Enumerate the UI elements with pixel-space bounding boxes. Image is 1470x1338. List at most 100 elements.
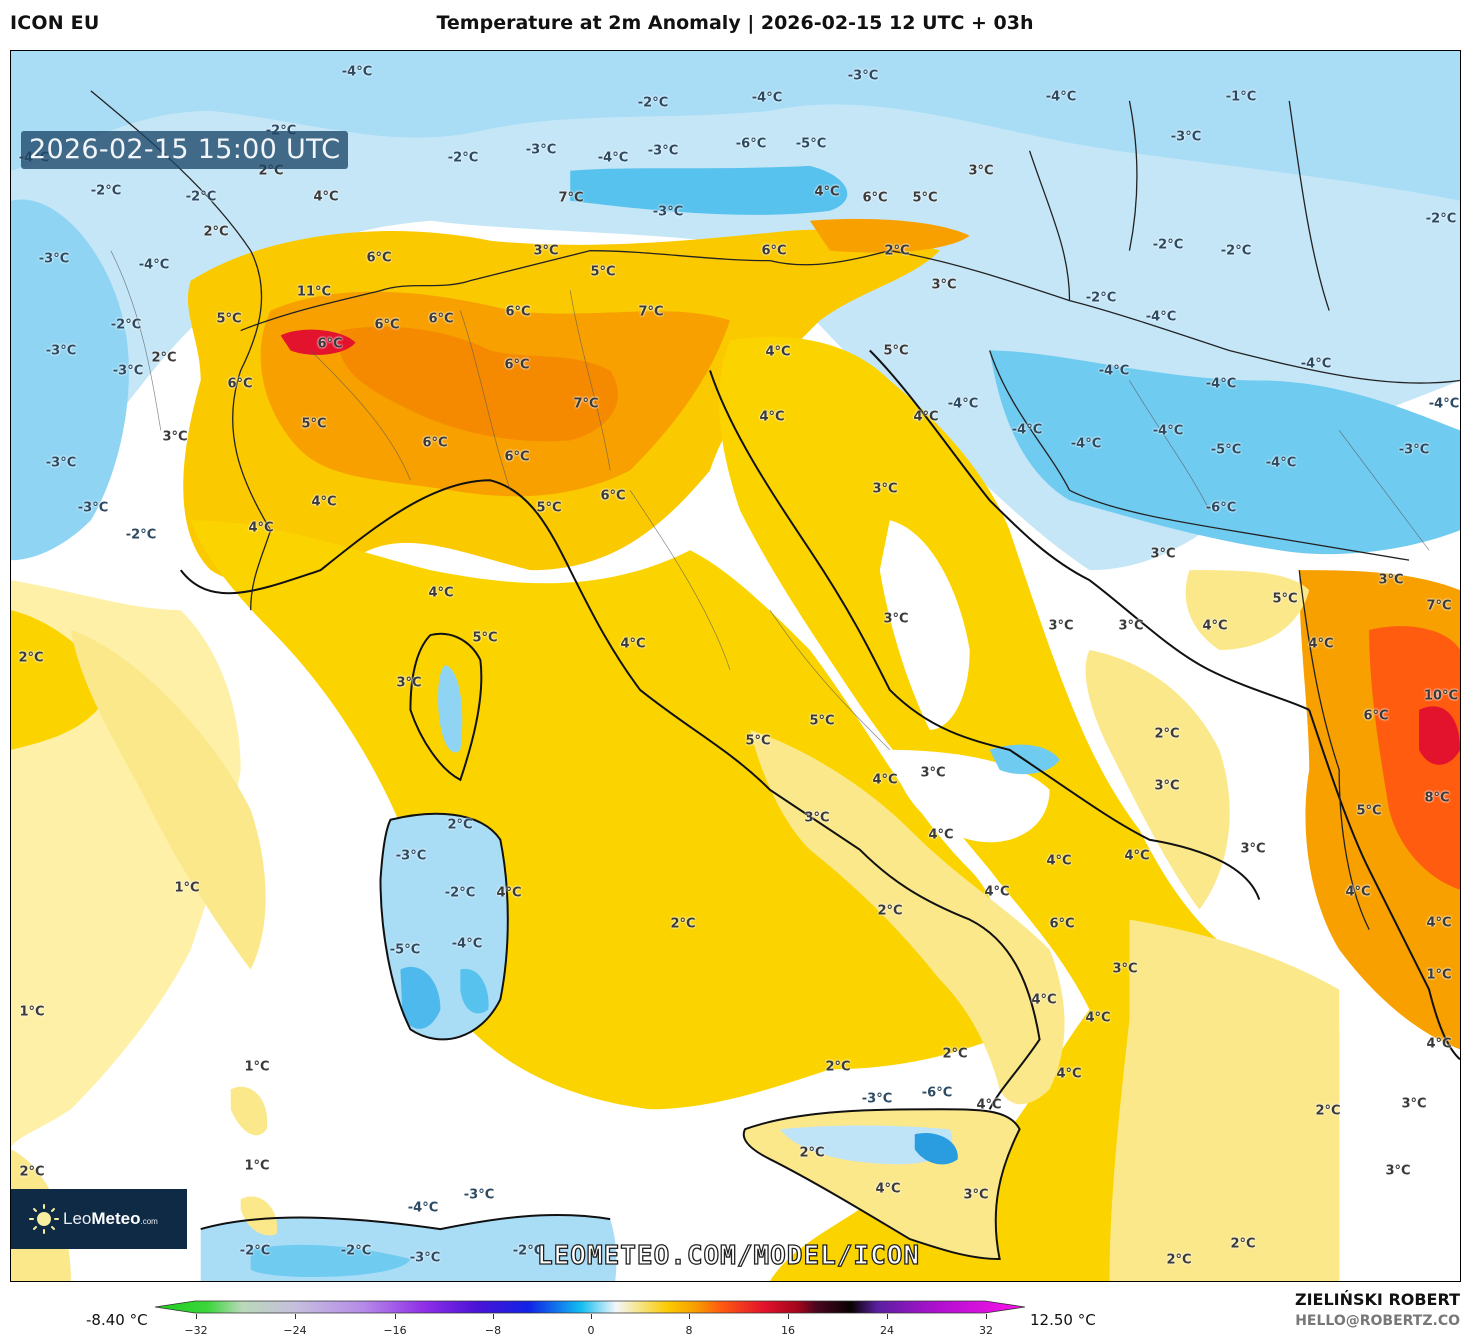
- temperature-label: 10°C: [1423, 688, 1459, 704]
- tick-label: 8: [685, 1324, 693, 1337]
- temperature-label: 6°C: [504, 357, 530, 373]
- temperature-label: 6°C: [505, 304, 531, 320]
- temperature-label: -5°C: [1210, 442, 1242, 458]
- temperature-label: 6°C: [1363, 708, 1389, 724]
- temperature-label: -2°C: [1425, 211, 1457, 227]
- tick-label: 32: [979, 1324, 993, 1337]
- temperature-label: 1°C: [244, 1158, 270, 1174]
- temperature-label: -4°C: [1152, 423, 1184, 439]
- tick-mark: [986, 1314, 987, 1319]
- temperature-label: 2°C: [19, 1164, 45, 1180]
- temperature-label: 3°C: [1154, 778, 1180, 794]
- temperature-label: -3°C: [1170, 129, 1202, 145]
- tick-label: −16: [383, 1324, 407, 1337]
- temperature-label: 6°C: [374, 317, 400, 333]
- model-name: ICON EU: [10, 12, 100, 34]
- temperature-label: 4°C: [496, 885, 522, 901]
- leometeo-logo[interactable]: LeoMeteo.com: [11, 1189, 187, 1249]
- temperature-label: 6°C: [317, 336, 343, 352]
- temperature-label: -4°C: [138, 257, 170, 273]
- temperature-label: -3°C: [652, 204, 684, 220]
- temperature-label: 7°C: [638, 304, 664, 320]
- temperature-label: 4°C: [1426, 1036, 1452, 1052]
- temperature-label: 4°C: [1056, 1066, 1082, 1082]
- tick-label: 0: [587, 1324, 595, 1337]
- tick-mark: [591, 1314, 592, 1319]
- temperature-label: 4°C: [1426, 915, 1452, 931]
- temperature-label: -2°C: [185, 189, 217, 205]
- temperature-label: 3°C: [872, 481, 898, 497]
- temperature-label: 4°C: [1308, 636, 1334, 652]
- temperature-label: -2°C: [1220, 243, 1252, 259]
- temperature-label: -6°C: [921, 1085, 953, 1101]
- temperature-label: 5°C: [536, 500, 562, 516]
- temperature-label: 6°C: [428, 311, 454, 327]
- temperature-label: 5°C: [590, 264, 616, 280]
- temperature-label: -4°C: [751, 90, 783, 106]
- anomaly-map[interactable]: -4°C -3°C -1°C -4°C -2°C -4°C -2°C -3°C -4°C -3°C…: [10, 50, 1461, 1282]
- temperature-label: -3°C: [525, 142, 557, 158]
- valid-time-badge: 2026-02-15 15:00 UTC: [21, 131, 349, 169]
- temperature-label: -3°C: [409, 1250, 441, 1266]
- temperature-label: 4°C: [1202, 618, 1228, 634]
- chart-title: Temperature at 2m Anomaly | 2026-02-15 1…: [436, 12, 1034, 34]
- temperature-label: -4°C: [1145, 309, 1177, 325]
- legend-min-value: -8.40 °C: [86, 1311, 148, 1329]
- temperature-label: 4°C: [872, 772, 898, 788]
- temperature-label: 3°C: [396, 675, 422, 691]
- temperature-label: 4°C: [311, 494, 337, 510]
- tick-mark: [295, 1314, 296, 1319]
- temperature-label: -4°C: [1045, 89, 1077, 105]
- temperature-label: 6°C: [422, 435, 448, 451]
- temperature-label: 2°C: [825, 1059, 851, 1075]
- temperature-label: -6°C: [735, 136, 767, 152]
- temperature-label: -4°C: [1205, 376, 1237, 392]
- temperature-label: 3°C: [931, 277, 957, 293]
- temperature-label: 3°C: [920, 765, 946, 781]
- temperature-label: -3°C: [38, 251, 70, 267]
- temperature-label: 6°C: [761, 243, 787, 259]
- temperature-label: 5°C: [472, 630, 498, 646]
- temperature-label: 11°C: [296, 284, 332, 300]
- temperature-label: 4°C: [875, 1181, 901, 1197]
- temperature-label: 4°C: [765, 344, 791, 360]
- temperature-label: 3°C: [1401, 1096, 1427, 1112]
- temperature-label: -2°C: [444, 885, 476, 901]
- sun-icon: [29, 1204, 59, 1234]
- temperature-label: 5°C: [301, 416, 327, 432]
- temperature-label: -4°C: [1098, 363, 1130, 379]
- temperature-label: 6°C: [862, 190, 888, 206]
- tick-mark: [788, 1314, 789, 1319]
- color-scale-bar: [155, 1300, 1025, 1314]
- temperature-label: 3°C: [968, 163, 994, 179]
- temperature-label: -3°C: [1398, 442, 1430, 458]
- temperature-label: 2°C: [1154, 726, 1180, 742]
- temperature-label: -3°C: [463, 1187, 495, 1203]
- tick-mark: [395, 1314, 396, 1319]
- temperature-label: 3°C: [1048, 618, 1074, 634]
- temperature-label: 7°C: [558, 190, 584, 206]
- temperature-label: -4°C: [1428, 396, 1460, 412]
- temperature-label: 1°C: [244, 1059, 270, 1075]
- temperature-label: 6°C: [504, 449, 530, 465]
- temperature-label: 4°C: [620, 636, 646, 652]
- temperature-label: 5°C: [216, 311, 242, 327]
- tick-label: −32: [184, 1324, 208, 1337]
- temperature-label: 7°C: [573, 396, 599, 412]
- temperature-label: 5°C: [809, 713, 835, 729]
- temperature-label: 4°C: [1046, 853, 1072, 869]
- temperature-label: -2°C: [340, 1243, 372, 1259]
- temperature-label: -5°C: [389, 942, 421, 958]
- temperature-label: -4°C: [407, 1200, 439, 1216]
- temperature-label: -4°C: [451, 936, 483, 952]
- temperature-label: -2°C: [637, 95, 669, 111]
- temperature-label: -3°C: [647, 143, 679, 159]
- temperature-label: -3°C: [847, 68, 879, 84]
- temperature-label: -2°C: [1085, 290, 1117, 306]
- legend-max-value: 12.50 °C: [1030, 1311, 1096, 1329]
- temperature-label: 2°C: [884, 243, 910, 259]
- temperature-label: -4°C: [947, 396, 979, 412]
- temperature-label: -3°C: [861, 1091, 893, 1107]
- temperature-label: 4°C: [814, 184, 840, 200]
- logo-text-light: Leo: [63, 1209, 92, 1228]
